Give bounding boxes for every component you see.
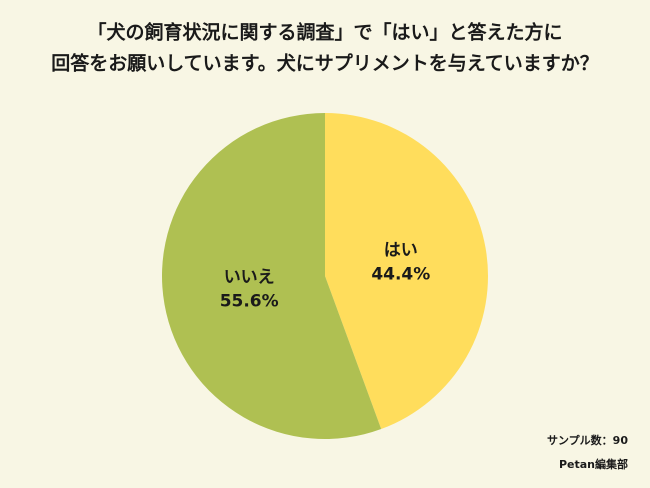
chart-title: 回答をお願いしています。犬にサプリメントを与えていますか？ xyxy=(51,52,599,75)
pie-slice xyxy=(161,113,382,440)
value-label: 44.4% xyxy=(371,265,430,285)
value-label: 55.6% xyxy=(220,291,279,311)
slice-label: はい xyxy=(384,241,418,261)
pie-slice xyxy=(325,113,488,430)
source-note: Petan編集部 xyxy=(559,457,628,471)
chart-title: 「犬の飼育状況に関する調査」で「はい」と答えた方に xyxy=(87,21,562,44)
sample-note: サンプル数：90 xyxy=(547,433,628,447)
slice-label: いいえ xyxy=(224,267,275,287)
